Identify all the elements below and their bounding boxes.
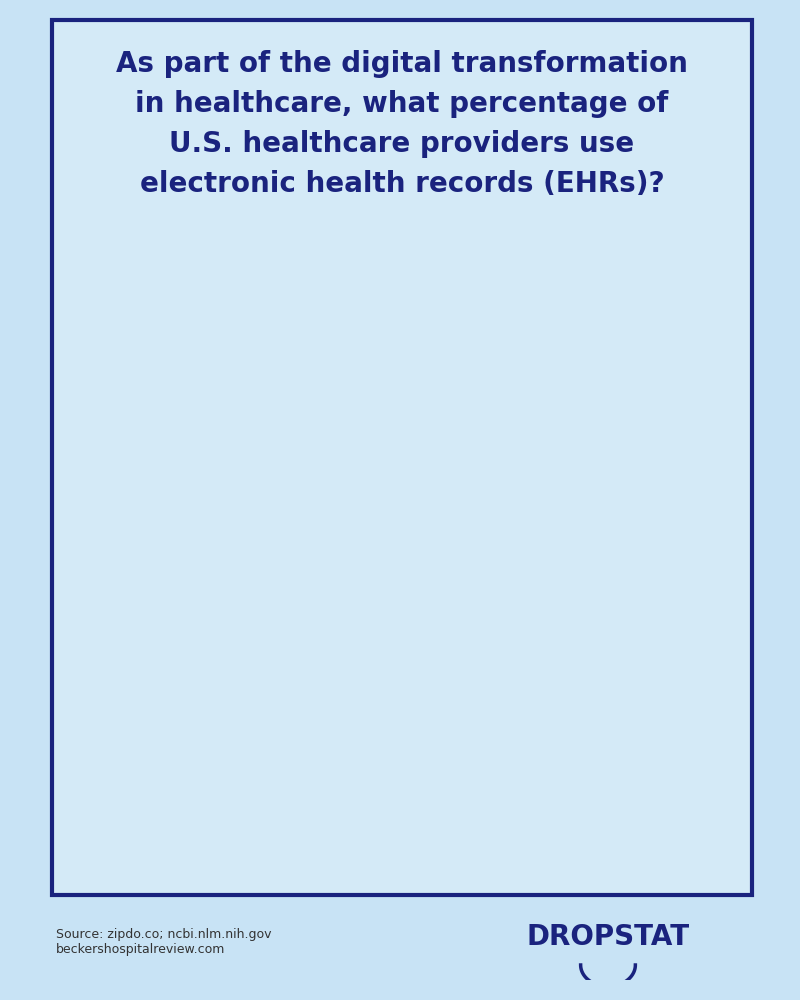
Text: As part of the digital transformation
in healthcare, what percentage of
U.S. hea: As part of the digital transformation in… bbox=[116, 50, 688, 198]
Text: DROPSTAT: DROPSTAT bbox=[526, 923, 690, 951]
Bar bbox=[166, 786, 276, 835]
Text: 96%: 96% bbox=[606, 433, 679, 462]
Bar bbox=[378, 508, 486, 835]
Text: Source: zipdo.co; ncbi.nlm.nih.gov
beckershospitalreview.com: Source: zipdo.co; ncbi.nlm.nih.gov becke… bbox=[56, 928, 271, 956]
Y-axis label: % of U.S. healthcare providers using EHRs: % of U.S. healthcare providers using EHR… bbox=[114, 441, 132, 792]
Text: 13%: 13% bbox=[185, 749, 258, 778]
Bar bbox=[588, 470, 698, 835]
Text: 86%: 86% bbox=[395, 471, 469, 500]
